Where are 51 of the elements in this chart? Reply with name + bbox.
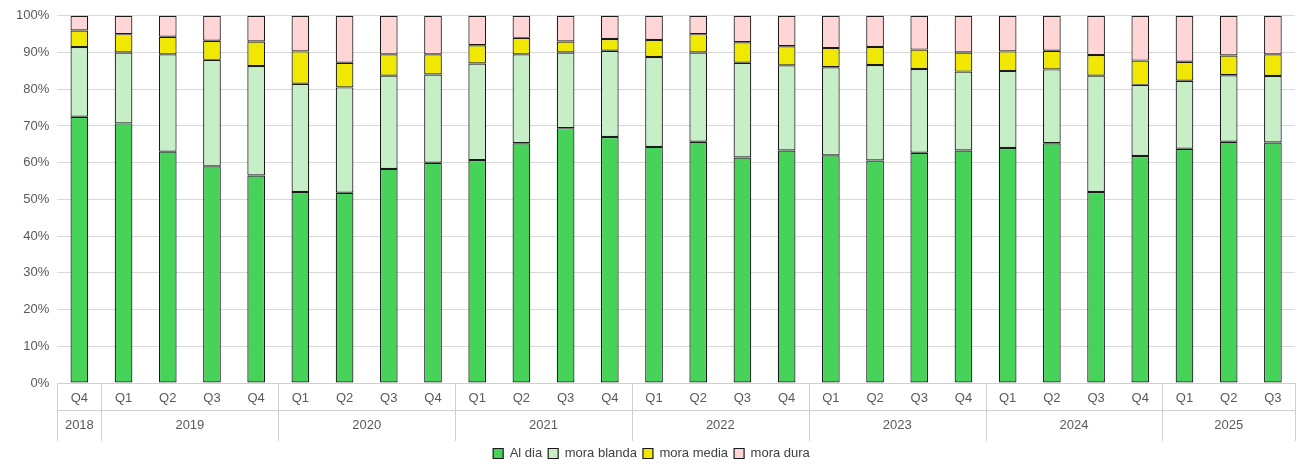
y-tick-label: 20% [23,301,50,317]
x-tick-label: Q2 [159,390,177,406]
x-tick-label: Q1 [822,390,840,406]
x-tick-label: Q2 [689,390,707,406]
x-tick-label: Q1 [114,390,133,406]
y-tick-label: 10% [23,337,50,353]
x-tick-label: Q1 [1175,390,1194,406]
x-tick-label: Q1 [998,390,1017,406]
x-tick-label: Q4 [954,390,973,406]
y-tick-label: 80% [23,80,50,96]
x-tick-label: Q3 [556,390,575,406]
text: 2022 [705,416,735,432]
y-tick-label: 0% [30,374,50,390]
x-tick-label: Q4 [777,390,796,406]
text: 2020 [352,416,382,432]
x-tick-label: Q4 [424,390,442,406]
x-tick-label: Q1 [468,390,486,406]
y-tick-label: 60% [23,154,50,170]
x-tick-label: Q4 [247,390,265,406]
legend-label: mora blanda [564,445,638,461]
text: 2018 [64,416,94,432]
x-tick-label: Q2 [335,390,354,406]
x-tick-label: Q2 [1220,390,1238,406]
x-tick-label: Q4 [1131,390,1149,406]
x-tick-label: Q2 [512,390,531,406]
legend-label: mora media [659,445,729,461]
x-tick-label: Q3 [380,390,398,406]
x-tick-label: Q3 [733,390,752,406]
y-tick-label: 100% [16,7,50,23]
text: 2019 [175,416,205,432]
x-tick-label: Q2 [866,390,884,406]
legend-label: Al dia [509,445,543,461]
text: 2021 [529,416,558,432]
text: 2025 [1214,416,1244,432]
y-tick-label: 40% [23,227,50,243]
text: 2024 [1059,416,1089,432]
x-tick-label: Q4 [70,390,89,406]
x-tick-label: Q3 [203,390,221,406]
x-tick-label: Q3 [1264,390,1282,406]
y-tick-label: 30% [23,264,50,280]
x-tick-label: Q1 [645,390,663,406]
x-tick-label: Q3 [1087,390,1105,406]
y-tick-label: 50% [23,190,50,206]
x-tick-label: Q1 [291,390,310,406]
x-tick-label: Q2 [1043,390,1061,406]
text: 2023 [882,416,912,432]
x-tick-label: Q3 [910,390,928,406]
y-tick-label: 90% [23,44,50,60]
legend-label: mora dura [750,445,811,461]
x-tick-label: Q4 [601,390,619,406]
y-tick-label: 70% [23,117,50,133]
